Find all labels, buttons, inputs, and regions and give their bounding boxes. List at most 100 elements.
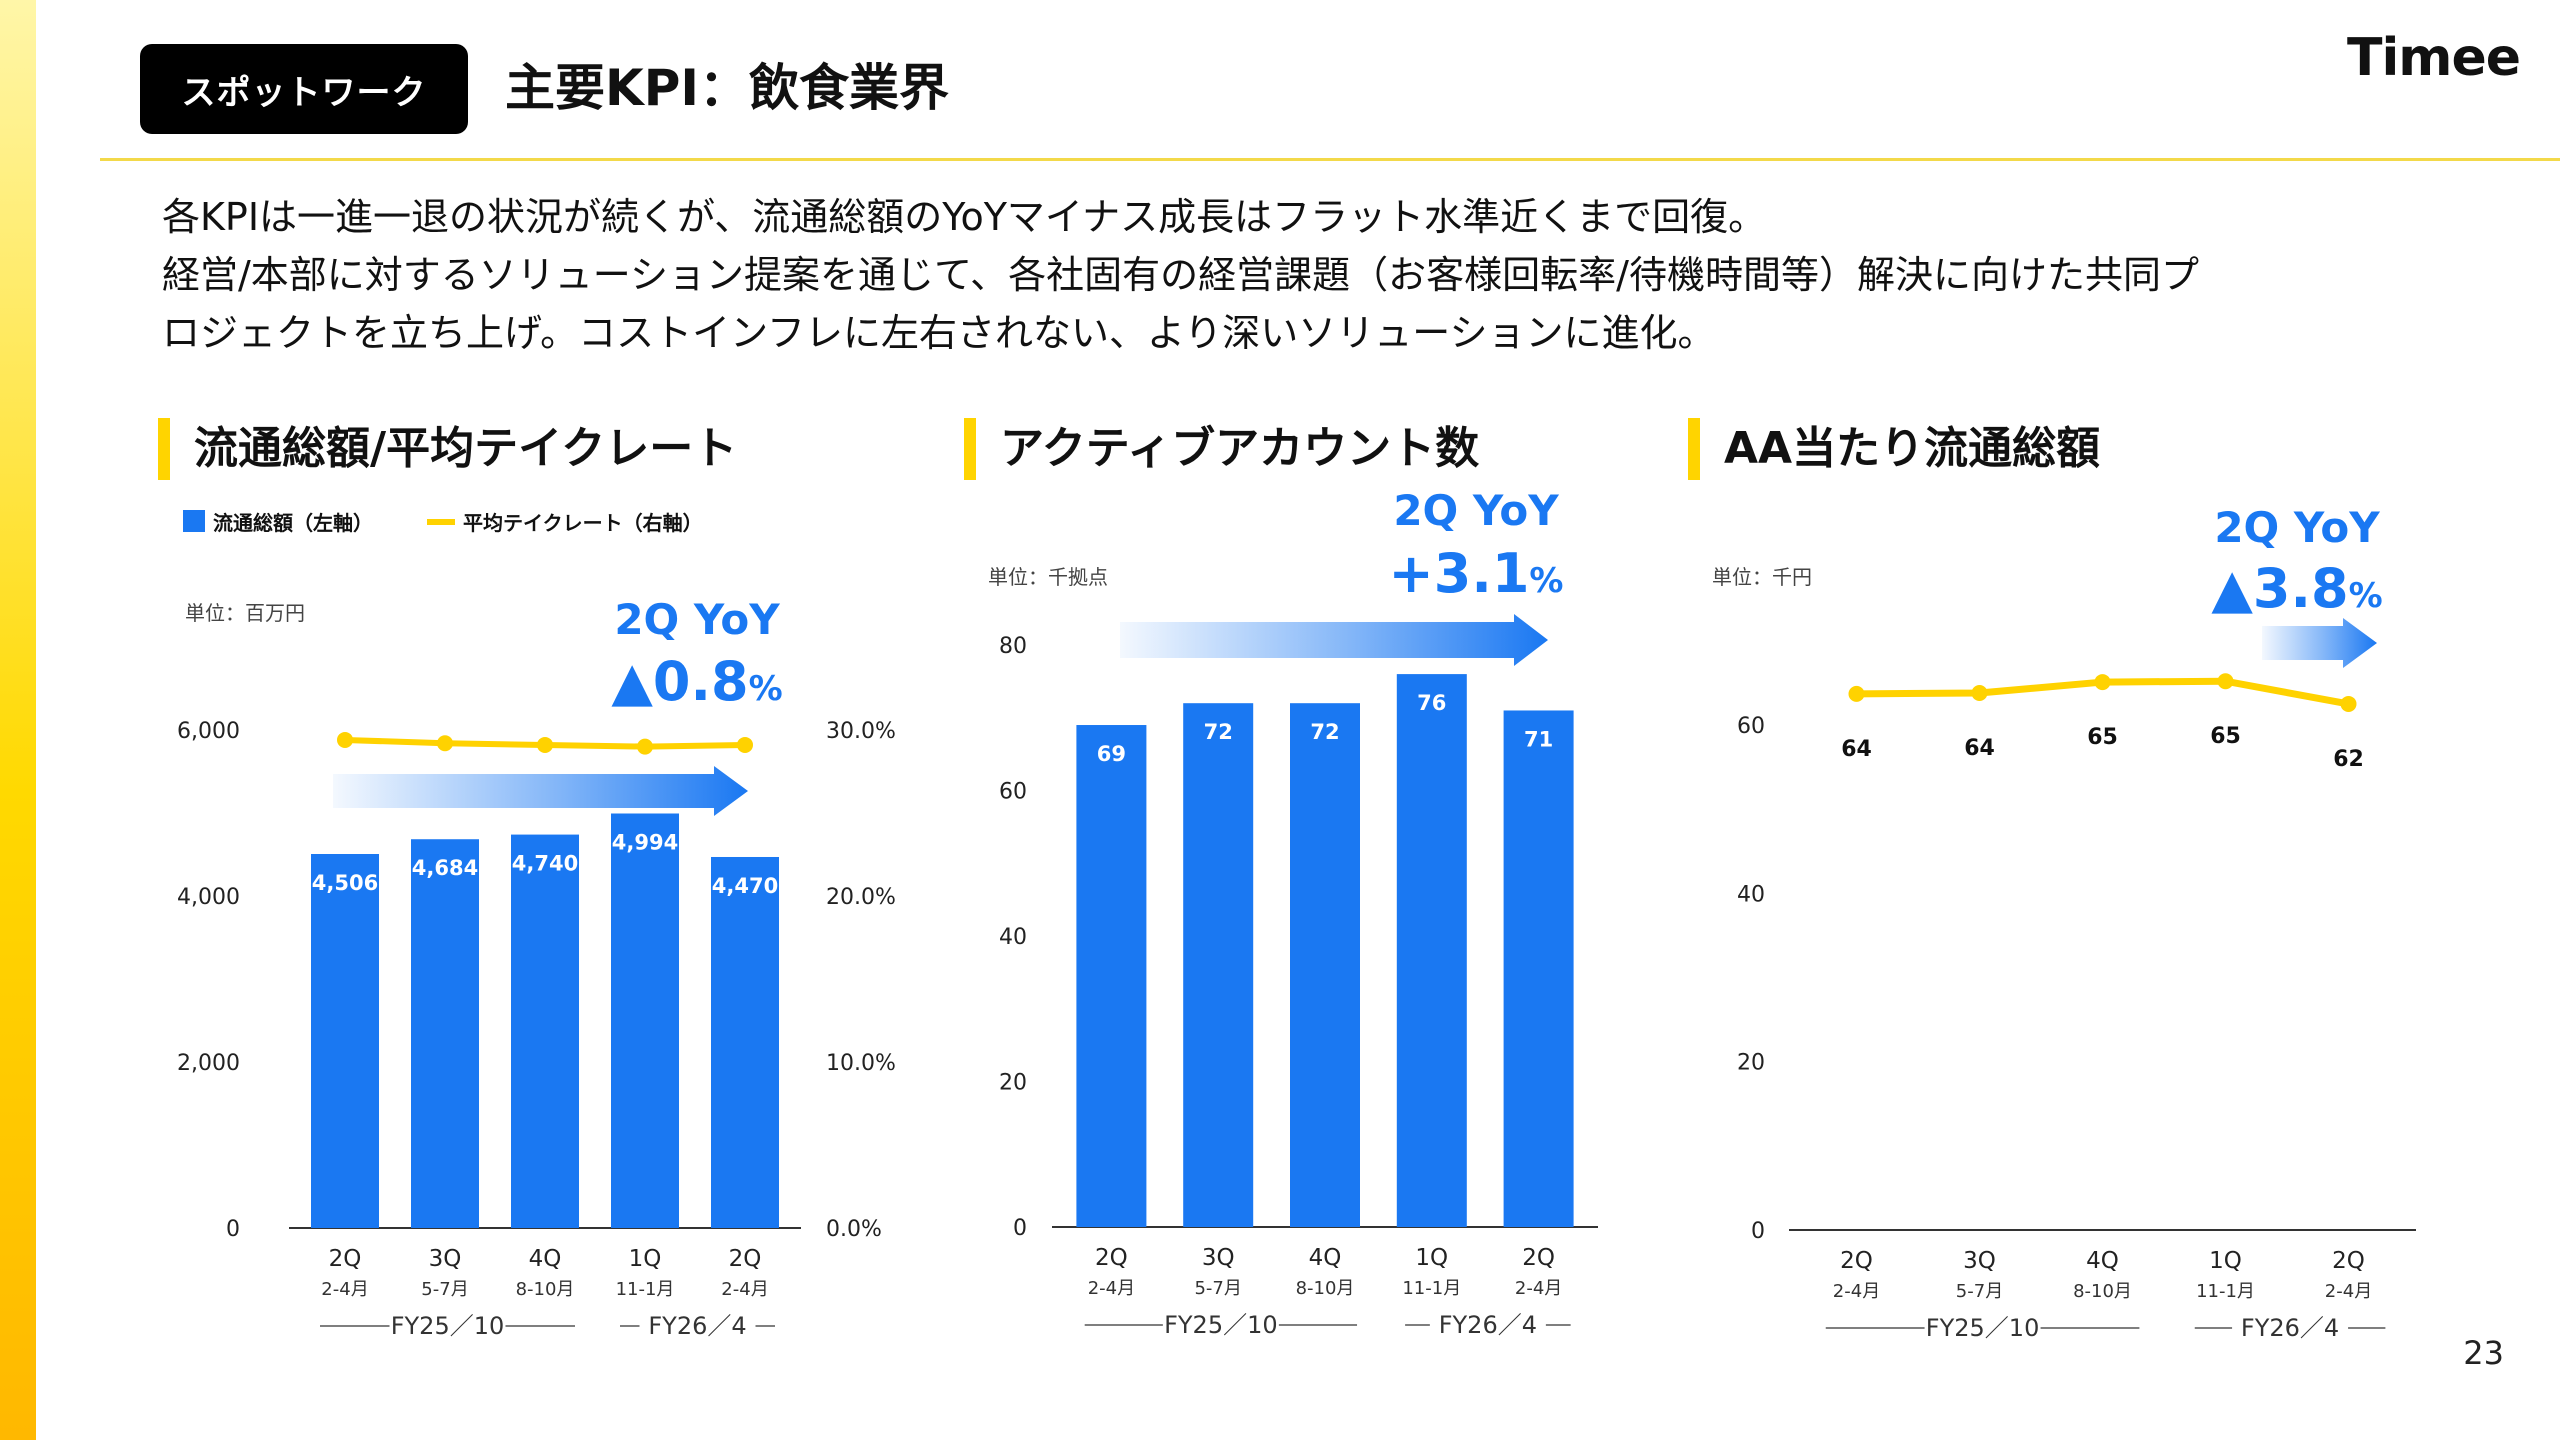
yoy-label: 2Q YoY xyxy=(1393,486,1559,535)
line-point xyxy=(1971,685,1988,702)
bar-value-label: 4,506 xyxy=(312,871,378,895)
x-tick-label: 1Q xyxy=(629,1246,662,1272)
unit-label: 単位：千拠点 xyxy=(988,565,1108,589)
yoy-value-suffix: % xyxy=(749,669,783,709)
point-value-label: 65 xyxy=(2087,725,2118,750)
yoy-value-number: ▲3.8 xyxy=(2211,557,2348,620)
x-tick-label: 4Q xyxy=(1309,1245,1342,1271)
bar-value-label: 72 xyxy=(1310,720,1339,744)
bar xyxy=(411,839,479,1228)
bar-value-label: 69 xyxy=(1097,742,1126,766)
x-month-label: 2-4月 xyxy=(1088,1278,1135,1299)
fiscal-group-label: FY25／10 xyxy=(391,1312,505,1340)
x-tick-label: 2Q xyxy=(1095,1245,1128,1271)
section-title-active-accounts: アクティブアカウント数 xyxy=(964,418,1479,480)
point-value-label: 62 xyxy=(2333,747,2364,772)
y2-tick-label: 20.0% xyxy=(826,885,896,910)
x-tick-label: 2Q xyxy=(2332,1248,2365,1274)
bar xyxy=(311,854,379,1228)
x-month-label: 5-7月 xyxy=(421,1279,468,1300)
line-point xyxy=(2340,695,2357,712)
x-month-label: 11-1月 xyxy=(2196,1281,2255,1302)
side-accent-strip xyxy=(0,0,36,1440)
bar-value-label: 4,684 xyxy=(412,856,478,880)
legend-label: 流通総額（左軸） xyxy=(213,511,373,535)
line-point xyxy=(637,738,653,755)
x-month-label: 2-4月 xyxy=(2325,1281,2372,1302)
page-title: 主要KPI：飲食業界 xyxy=(505,59,949,117)
x-month-label: 2-4月 xyxy=(721,1279,768,1300)
point-value-label: 64 xyxy=(1964,736,1995,761)
category-tag: スポットワーク xyxy=(140,44,468,134)
y-tick-label: 80 xyxy=(999,634,1027,659)
section-title-gmv-per-account: AA当たり流通総額 xyxy=(1688,418,2100,480)
yoy-value-number: ▲0.8 xyxy=(611,650,748,713)
y-tick-label: 2,000 xyxy=(177,1051,240,1076)
x-tick-label: 2Q xyxy=(729,1246,762,1272)
x-tick-label: 3Q xyxy=(1963,1248,1996,1274)
x-tick-label: 2Q xyxy=(1522,1245,1555,1271)
line-point xyxy=(2217,673,2234,690)
line-point xyxy=(1848,685,1865,702)
bar xyxy=(711,856,779,1228)
line-point xyxy=(737,736,753,753)
line-point xyxy=(337,731,353,748)
point-value-label: 64 xyxy=(1841,737,1872,762)
x-month-label: 8-10月 xyxy=(1296,1278,1355,1299)
fiscal-group-label: FY25／10 xyxy=(1164,1311,1278,1339)
bar xyxy=(511,834,579,1228)
x-tick-label: 3Q xyxy=(429,1246,462,1272)
yoy-label: 2Q YoY xyxy=(2214,503,2380,552)
unit-label: 単位：千円 xyxy=(1712,565,1812,589)
bar xyxy=(611,813,679,1228)
x-month-label: 5-7月 xyxy=(1194,1278,1241,1299)
x-month-label: 11-1月 xyxy=(616,1279,675,1300)
brand-logo: Timee xyxy=(2346,28,2521,88)
category-tag-label: スポットワーク xyxy=(181,72,427,113)
y-tick-label: 40 xyxy=(999,925,1027,950)
bar-value-label: 71 xyxy=(1524,727,1553,751)
fiscal-group-label: FY26／4 xyxy=(648,1312,746,1340)
bar-value-label: 72 xyxy=(1204,720,1233,744)
bar-value-label: 4,470 xyxy=(712,874,778,898)
y-tick-label: 60 xyxy=(1737,714,1765,739)
bar xyxy=(1290,703,1360,1227)
yoy-value: ▲3.8% xyxy=(2211,557,2382,620)
x-month-label: 2-4月 xyxy=(321,1279,368,1300)
y2-tick-label: 0.0% xyxy=(826,1217,882,1242)
x-tick-label: 3Q xyxy=(1202,1245,1235,1271)
fiscal-group-label: FY25／10 xyxy=(1926,1314,2040,1342)
trend-arrow-icon xyxy=(333,766,748,816)
x-tick-label: 4Q xyxy=(2086,1248,2119,1274)
y-tick-label: 0 xyxy=(226,1217,240,1242)
yoy-value-suffix: % xyxy=(2349,576,2383,616)
y2-tick-label: 10.0% xyxy=(826,1051,896,1076)
header-divider xyxy=(100,158,2560,161)
x-tick-label: 1Q xyxy=(2209,1248,2242,1274)
line-point xyxy=(437,735,453,752)
y2-tick-label: 30.0% xyxy=(826,719,896,744)
x-tick-label: 2Q xyxy=(1840,1248,1873,1274)
yoy-label: 2Q YoY xyxy=(614,595,780,644)
line-point xyxy=(2094,674,2111,691)
yoy-value: ▲0.8% xyxy=(611,650,782,713)
bar xyxy=(1503,710,1574,1227)
fiscal-group-label: FY26／4 xyxy=(1439,1311,1537,1339)
y-tick-label: 0 xyxy=(1751,1219,1765,1244)
point-value-label: 65 xyxy=(2210,724,2241,749)
bar xyxy=(1183,703,1254,1227)
description-line-3: ロジェクトを立ち上げ。コストインフレに左右されない、より深いソリューションに進化… xyxy=(162,311,1716,355)
x-month-label: 5-7月 xyxy=(1956,1281,2003,1302)
y-tick-label: 20 xyxy=(1737,1051,1765,1076)
yoy-value: +3.1% xyxy=(1389,542,1564,605)
y-tick-label: 60 xyxy=(999,780,1027,805)
yoy-value-number: +3.1 xyxy=(1389,542,1530,605)
yoy-value-suffix: % xyxy=(1529,561,1563,601)
bar xyxy=(1076,725,1147,1227)
trend-arrow-icon xyxy=(2262,618,2377,668)
unit-label: 単位：百万円 xyxy=(185,601,305,625)
x-month-label: 2-4月 xyxy=(1515,1278,1562,1299)
legend-label: 平均テイクレート（右軸） xyxy=(463,511,703,535)
page-number: 23 xyxy=(2463,1334,2504,1372)
